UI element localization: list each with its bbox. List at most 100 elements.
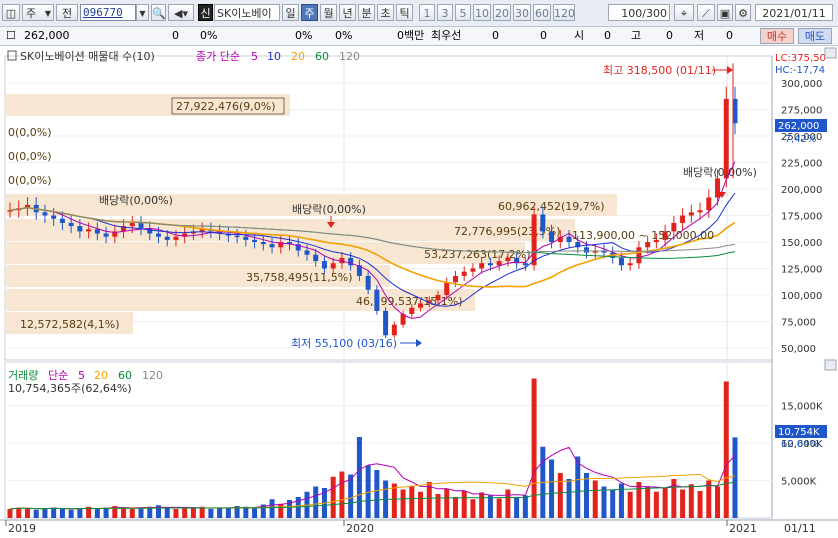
- candle[interactable]: [461, 271, 467, 276]
- candle[interactable]: [715, 178, 721, 198]
- candle[interactable]: [391, 324, 397, 336]
- tab-period-4[interactable]: 분: [358, 4, 375, 21]
- candle[interactable]: [680, 215, 686, 223]
- candle[interactable]: [566, 236, 572, 242]
- candle[interactable]: [697, 210, 703, 213]
- volume-bar[interactable]: [287, 500, 293, 518]
- candle[interactable]: [618, 257, 624, 266]
- volume-bar[interactable]: [610, 489, 616, 519]
- volume-bar[interactable]: [514, 497, 520, 518]
- volume-bar[interactable]: [365, 465, 371, 519]
- candle[interactable]: [671, 222, 677, 232]
- volume-bar[interactable]: [584, 473, 590, 518]
- candle[interactable]: [496, 261, 502, 266]
- candle[interactable]: [662, 231, 668, 240]
- volume-bar[interactable]: [164, 508, 170, 518]
- volume-bar[interactable]: [505, 489, 511, 519]
- candle[interactable]: [592, 250, 598, 253]
- volume-bar[interactable]: [51, 507, 57, 519]
- candle[interactable]: [487, 263, 493, 266]
- candle[interactable]: [103, 233, 109, 237]
- volume-bar[interactable]: [339, 471, 345, 519]
- tab-period-1[interactable]: 주: [301, 4, 318, 21]
- volume-bar[interactable]: [173, 509, 179, 518]
- candle[interactable]: [321, 261, 327, 269]
- interval-button-1[interactable]: 1: [419, 4, 435, 21]
- volume-bar[interactable]: [260, 504, 266, 519]
- candle[interactable]: [164, 236, 170, 240]
- volume-bar[interactable]: [182, 507, 188, 519]
- interval-button-3[interactable]: 3: [437, 4, 453, 21]
- volume-bar[interactable]: [138, 507, 144, 519]
- count-input[interactable]: 100/300: [608, 4, 670, 21]
- candle[interactable]: [129, 222, 135, 227]
- candle[interactable]: [173, 236, 179, 240]
- candle[interactable]: [706, 197, 712, 211]
- interval-button-10[interactable]: 10: [473, 4, 491, 21]
- interval-button-5[interactable]: 5: [455, 4, 471, 21]
- candle[interactable]: [7, 210, 13, 212]
- candle[interactable]: [121, 226, 127, 232]
- candle[interactable]: [313, 254, 319, 262]
- volume-bar[interactable]: [662, 488, 668, 518]
- volume-bar[interactable]: [86, 506, 92, 518]
- volume-bar[interactable]: [356, 437, 362, 518]
- volume-bar[interactable]: [549, 459, 555, 519]
- volume-bar[interactable]: [557, 473, 563, 518]
- crosshair-icon[interactable]: ⌖: [674, 4, 694, 21]
- candle[interactable]: [295, 244, 301, 251]
- volume-bar[interactable]: [234, 506, 240, 518]
- tab-period-5[interactable]: 초: [377, 4, 394, 21]
- volume-bar[interactable]: [243, 506, 249, 518]
- volume-bar[interactable]: [671, 479, 677, 518]
- volume-bar[interactable]: [147, 506, 153, 518]
- candle[interactable]: [287, 242, 293, 245]
- volume-bar[interactable]: [94, 509, 100, 518]
- candle[interactable]: [688, 212, 694, 216]
- candle[interactable]: [68, 222, 74, 227]
- candle[interactable]: [155, 233, 161, 237]
- volume-bar[interactable]: [129, 509, 135, 518]
- volume-bar[interactable]: [409, 486, 415, 519]
- sell-button[interactable]: 매도: [798, 28, 832, 44]
- volume-bar[interactable]: [400, 489, 406, 519]
- volume-bar[interactable]: [732, 437, 738, 518]
- stock-code-input[interactable]: 096770: [80, 4, 136, 21]
- candle[interactable]: [182, 233, 188, 237]
- candle[interactable]: [51, 215, 57, 219]
- volume-bar[interactable]: [418, 491, 424, 518]
- candle[interactable]: [269, 244, 275, 248]
- volume-bar[interactable]: [16, 507, 22, 519]
- candle[interactable]: [42, 212, 48, 216]
- volume-bar[interactable]: [566, 479, 572, 518]
- candle[interactable]: [330, 263, 336, 269]
- market-select[interactable]: 전: [56, 4, 78, 21]
- sound-icon[interactable]: ◀▾: [168, 4, 194, 21]
- candle[interactable]: [479, 263, 485, 269]
- tab-period-2[interactable]: 월: [320, 4, 337, 21]
- volume-bar[interactable]: [461, 491, 467, 518]
- candle[interactable]: [348, 257, 354, 266]
- volume-bar[interactable]: [199, 506, 205, 518]
- candle[interactable]: [278, 242, 284, 248]
- volume-bar[interactable]: [374, 470, 380, 518]
- candle[interactable]: [732, 98, 738, 124]
- candle[interactable]: [339, 257, 345, 264]
- volume-bar[interactable]: [208, 509, 214, 518]
- volume-bar[interactable]: [252, 508, 258, 518]
- candle[interactable]: [645, 242, 651, 248]
- volume-bar[interactable]: [59, 509, 65, 518]
- candle[interactable]: [138, 222, 144, 229]
- candle[interactable]: [470, 268, 476, 272]
- panel-scroll-button[interactable]: [824, 359, 837, 371]
- volume-bar[interactable]: [680, 489, 686, 519]
- interval-button-120[interactable]: 120: [553, 4, 575, 21]
- tab-period-6[interactable]: 틱: [396, 4, 413, 21]
- candle[interactable]: [540, 214, 546, 232]
- candle[interactable]: [260, 242, 266, 245]
- volume-bar[interactable]: [435, 494, 441, 518]
- chart-type-select[interactable]: 주 ▼: [22, 4, 54, 21]
- chart-menu-icon[interactable]: ◫: [2, 4, 20, 21]
- candle[interactable]: [112, 231, 118, 237]
- candle[interactable]: [601, 250, 607, 253]
